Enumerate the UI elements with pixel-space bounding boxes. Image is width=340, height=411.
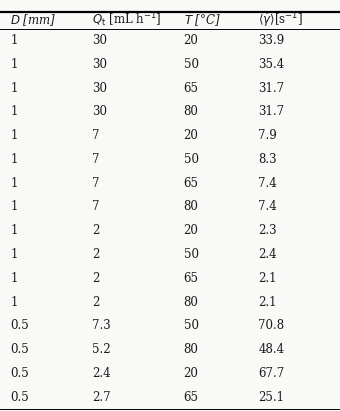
Text: 2: 2 (92, 296, 99, 309)
Text: 2.4: 2.4 (92, 367, 111, 380)
Text: 7.4: 7.4 (258, 177, 277, 190)
Text: 7: 7 (92, 177, 99, 190)
Text: 2.1: 2.1 (258, 296, 277, 309)
Text: 48.4: 48.4 (258, 343, 285, 356)
Text: 0.5: 0.5 (10, 367, 29, 380)
Text: 65: 65 (184, 177, 199, 190)
Text: 1: 1 (10, 58, 18, 71)
Text: 7: 7 (92, 153, 99, 166)
Text: 1: 1 (10, 153, 18, 166)
Text: 1: 1 (10, 224, 18, 237)
Text: 50: 50 (184, 248, 199, 261)
Text: 1: 1 (10, 296, 18, 309)
Text: 20: 20 (184, 367, 199, 380)
Text: 7.4: 7.4 (258, 201, 277, 213)
Text: 20: 20 (184, 129, 199, 142)
Text: 65: 65 (184, 82, 199, 95)
Text: 65: 65 (184, 390, 199, 404)
Text: 20: 20 (184, 224, 199, 237)
Text: 0.5: 0.5 (10, 319, 29, 332)
Text: $D$ [mm]: $D$ [mm] (10, 12, 56, 28)
Text: 1: 1 (10, 272, 18, 285)
Text: 2.7: 2.7 (92, 390, 111, 404)
Text: 2: 2 (92, 224, 99, 237)
Text: 65: 65 (184, 272, 199, 285)
Text: 7: 7 (92, 201, 99, 213)
Text: 1: 1 (10, 34, 18, 47)
Text: 2.4: 2.4 (258, 248, 277, 261)
Text: 1: 1 (10, 106, 18, 118)
Text: 33.9: 33.9 (258, 34, 285, 47)
Text: 2.1: 2.1 (258, 272, 277, 285)
Text: 1: 1 (10, 201, 18, 213)
Text: $T$ [°C]: $T$ [°C] (184, 12, 221, 28)
Text: 31.7: 31.7 (258, 106, 285, 118)
Text: 7.3: 7.3 (92, 319, 111, 332)
Text: 30: 30 (92, 82, 107, 95)
Text: 1: 1 (10, 82, 18, 95)
Text: 30: 30 (92, 106, 107, 118)
Text: 2: 2 (92, 248, 99, 261)
Text: 0.5: 0.5 (10, 390, 29, 404)
Text: 70.8: 70.8 (258, 319, 285, 332)
Text: $Q_\mathrm{t}$ [mL h$^{-1}$]: $Q_\mathrm{t}$ [mL h$^{-1}$] (92, 11, 162, 30)
Text: 35.4: 35.4 (258, 58, 285, 71)
Text: 7: 7 (92, 129, 99, 142)
Text: 8.3: 8.3 (258, 153, 277, 166)
Text: 2: 2 (92, 272, 99, 285)
Text: 0.5: 0.5 (10, 343, 29, 356)
Text: 1: 1 (10, 177, 18, 190)
Text: 2.3: 2.3 (258, 224, 277, 237)
Text: 30: 30 (92, 34, 107, 47)
Text: 80: 80 (184, 343, 199, 356)
Text: 80: 80 (184, 201, 199, 213)
Text: 20: 20 (184, 34, 199, 47)
Text: 25.1: 25.1 (258, 390, 284, 404)
Text: 1: 1 (10, 129, 18, 142)
Text: 30: 30 (92, 58, 107, 71)
Text: 7.9: 7.9 (258, 129, 277, 142)
Text: 80: 80 (184, 296, 199, 309)
Text: $\langle\dot{\gamma}\rangle$[s$^{-1}$]: $\langle\dot{\gamma}\rangle$[s$^{-1}$] (258, 10, 303, 30)
Text: 50: 50 (184, 153, 199, 166)
Text: 31.7: 31.7 (258, 82, 285, 95)
Text: 1: 1 (10, 248, 18, 261)
Text: 5.2: 5.2 (92, 343, 111, 356)
Text: 80: 80 (184, 106, 199, 118)
Text: 67.7: 67.7 (258, 367, 285, 380)
Text: 50: 50 (184, 319, 199, 332)
Text: 50: 50 (184, 58, 199, 71)
